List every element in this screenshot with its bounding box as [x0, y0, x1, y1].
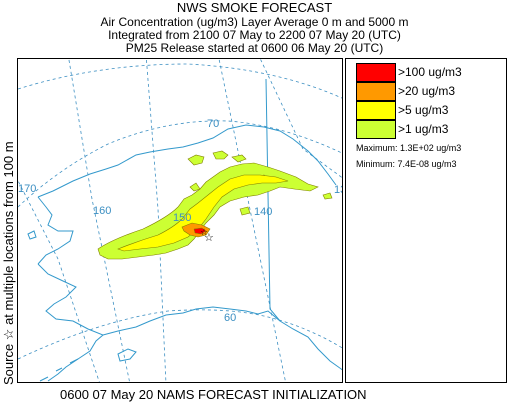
legend-label: >1 ug/m3 [398, 122, 449, 136]
lon-label-130: 130 [334, 184, 343, 196]
plume-1-blob-g [189, 182, 201, 192]
gulf-coast [102, 306, 342, 371]
legend-item: >1 ug/m3 [356, 120, 506, 139]
lon-label-140: 140 [254, 206, 272, 218]
plume-1-blob-e [239, 206, 251, 216]
meridian-130 [259, 59, 342, 179]
graticule-labels: 170 160 150 140 130 70 60 [18, 118, 343, 324]
west-coast-south [37, 263, 104, 382]
us-canada-border [265, 78, 281, 322]
lat-label-70: 70 [207, 118, 219, 130]
west-coast-north [37, 196, 74, 265]
meridian-140 [218, 59, 286, 382]
legend-label: >5 ug/m3 [398, 103, 449, 117]
maximum-value: Maximum: 1.3E+02 ug/m3 [356, 143, 462, 153]
legend-label: >100 ug/m3 [398, 65, 462, 79]
arctic-coast [37, 124, 337, 198]
plume-5-main [117, 174, 289, 252]
integration-period: Integrated from 2100 07 May to 2200 07 M… [108, 28, 401, 42]
parallel-70 [18, 120, 342, 208]
graticule [18, 59, 342, 382]
st-lawrence-island [27, 230, 37, 240]
plume-over-5 [117, 174, 289, 252]
map-panel: ☆ ☆ 170 160 150 140 130 70 60 [17, 58, 343, 383]
aleutian-chain [39, 358, 79, 382]
concentration-subtitle: Air Concentration (ug/m3) Layer Average … [100, 15, 409, 29]
plume-100-core [193, 227, 207, 235]
plume-1-blob-f [322, 192, 333, 200]
minimum-value: Minimum: 7.4E-08 ug/m3 [356, 159, 457, 169]
plume-1-blob-b [212, 150, 229, 160]
source-star-icon: ☆ [200, 228, 208, 238]
legend-swatch-yellow [356, 101, 396, 120]
map-title: NWS SMOKE FORECAST [176, 0, 333, 15]
plume-1-blob-a [187, 154, 205, 166]
forecast-initialization: 0600 07 May 20 NAMS FORECAST INITIALIZAT… [60, 387, 367, 402]
legend-item: >5 ug/m3 [356, 101, 506, 120]
legend-swatch-red [356, 63, 396, 82]
legend-swatch-green [356, 120, 396, 139]
smoke-map: ☆ ☆ 170 160 150 140 130 70 60 [18, 59, 343, 382]
meridian-150 [145, 59, 167, 382]
meridian-160 [68, 59, 130, 382]
lat-label-60: 60 [224, 312, 236, 324]
kodiak-island [117, 348, 137, 362]
legend-label: >20 ug/m3 [398, 84, 456, 98]
legend-item: >20 ug/m3 [356, 82, 506, 101]
source-markers: ☆ ☆ [200, 228, 214, 244]
parallel-60 [18, 309, 342, 360]
release-info: PM25 Release started at 0600 06 May 20 (… [125, 41, 384, 55]
source-location-label: Source ☆ at multiple locations from 100 … [1, 141, 16, 385]
lon-label-160: 160 [93, 205, 111, 217]
coastline [27, 124, 342, 382]
meridian-170 [18, 179, 100, 382]
legend-swatch-orange [356, 82, 396, 101]
legend-item: >100 ug/m3 [356, 63, 506, 82]
lon-label-150: 150 [173, 212, 191, 224]
parallel-80 [18, 63, 342, 99]
source-star-icon: ☆ [204, 231, 214, 244]
legend-panel: >100 ug/m3 >20 ug/m3 >5 ug/m3 >1 ug/m3 M… [345, 58, 507, 383]
plume-1-blob-c [231, 154, 247, 163]
lon-label-170: 170 [18, 183, 36, 195]
